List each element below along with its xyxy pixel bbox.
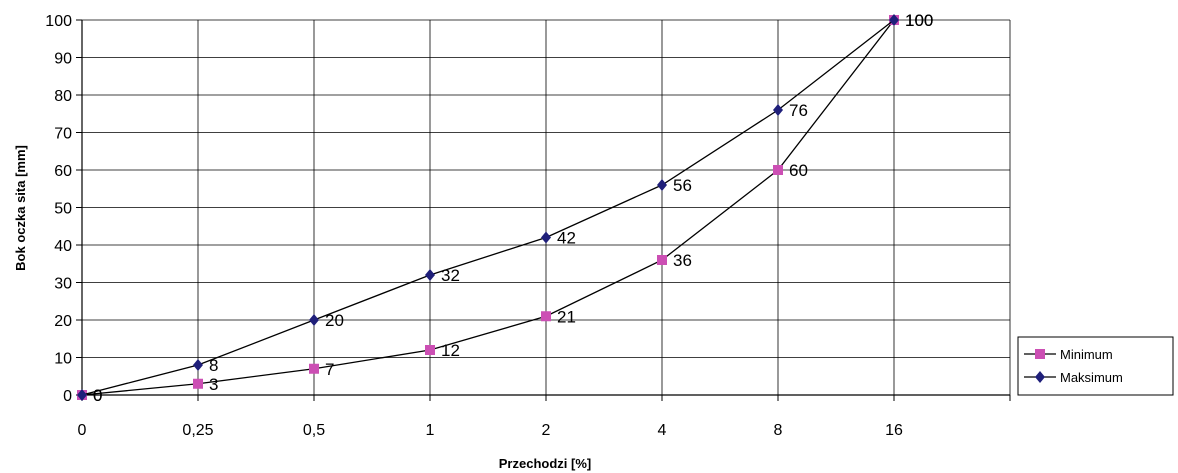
series-maksimum: 0 8 20 32 42 56 76 100 — [77, 11, 933, 405]
data-point — [541, 311, 551, 322]
legend-item: Minimum — [1024, 347, 1113, 362]
series-minimum: 0 3 7 12 21 36 60 100 — [77, 11, 933, 405]
legend-label: Minimum — [1060, 347, 1113, 362]
legend: Minimum Maksimum — [1017, 336, 1174, 396]
legend-marker — [1035, 349, 1045, 359]
data-label: 20 — [325, 311, 344, 330]
y-tick-label: 10 — [54, 351, 72, 368]
data-label: 56 — [673, 176, 692, 195]
legend-label: Maksimum — [1060, 370, 1123, 385]
data-label: 3 — [209, 375, 218, 394]
data-label: 0 — [93, 386, 102, 405]
y-tick-labels: 0 10 20 30 40 50 60 70 80 90 100 — [45, 13, 72, 405]
y-tick-label: 40 — [54, 238, 72, 255]
legend-box — [1017, 336, 1174, 396]
series-line — [81, 19, 895, 396]
data-point — [657, 255, 667, 265]
x-tick-label: 2 — [542, 422, 551, 439]
y-tick-label: 0 — [63, 388, 72, 405]
data-label: 32 — [441, 266, 460, 285]
data-point — [77, 389, 87, 401]
data-label: 42 — [557, 229, 576, 248]
data-label: 100 — [905, 11, 933, 30]
y-tick-label: 60 — [54, 163, 72, 180]
y-tick-label: 50 — [54, 201, 72, 218]
legend-item: Maksimum — [1024, 370, 1123, 385]
series-line — [81, 19, 895, 396]
grid — [81, 19, 1011, 396]
data-point — [889, 14, 899, 26]
data-label: 0 — [93, 386, 102, 405]
legend-marker — [1035, 371, 1045, 383]
x-tick-label: 8 — [774, 422, 783, 439]
data-label: 12 — [441, 341, 460, 360]
x-tick-label: 0,25 — [182, 422, 213, 439]
data-point — [309, 314, 319, 326]
y-tick-label: 90 — [54, 51, 72, 68]
data-label: 36 — [673, 251, 692, 270]
axes — [76, 19, 1011, 401]
x-tick-label: 1 — [426, 422, 435, 439]
data-label: 60 — [789, 161, 808, 180]
data-point — [773, 104, 783, 116]
data-label: 21 — [557, 307, 576, 326]
y-tick-label: 70 — [54, 126, 72, 143]
data-point — [309, 363, 319, 374]
y-tick-label: 100 — [45, 13, 72, 30]
data-point — [425, 269, 435, 281]
data-point — [425, 345, 435, 355]
x-tick-label: 16 — [885, 422, 903, 439]
y-axis-title: Bok oczka sita [mm] — [13, 145, 28, 271]
data-label: 7 — [325, 360, 334, 379]
data-label: 8 — [209, 356, 218, 375]
x-tick-label: 4 — [658, 422, 667, 439]
data-label: 100 — [905, 11, 933, 30]
x-tick-label: 0,5 — [303, 422, 325, 439]
data-point — [657, 179, 667, 191]
data-point — [193, 378, 203, 389]
x-axis-title: Przechodzi [%] — [499, 456, 591, 471]
data-point — [773, 165, 783, 175]
y-tick-label: 30 — [54, 276, 72, 293]
data-point — [193, 359, 203, 371]
y-tick-label: 20 — [54, 313, 72, 330]
data-point — [541, 231, 551, 244]
data-label: 76 — [789, 101, 808, 120]
x-tick-labels: 0 0,25 0,5 1 2 4 8 16 — [78, 422, 903, 439]
x-tick-label: 0 — [78, 422, 87, 439]
y-tick-label: 80 — [54, 88, 72, 105]
